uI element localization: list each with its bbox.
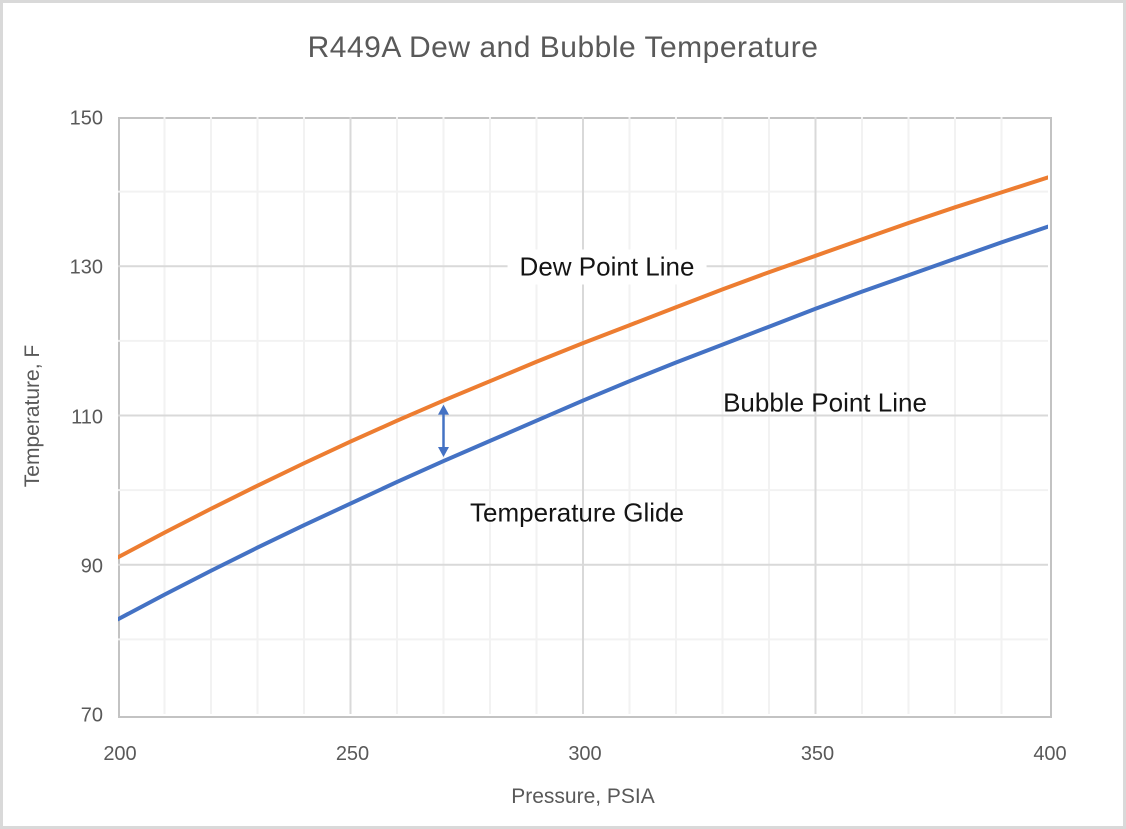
bubble-point-line xyxy=(118,224,1048,622)
chart-title: R449A Dew and Bubble Temperature xyxy=(307,31,819,64)
dew-point-line xyxy=(118,175,1048,560)
x-tick-label: 200 xyxy=(103,743,137,765)
y-tick-label: 150 xyxy=(69,107,103,130)
y-tick-label: 110 xyxy=(71,406,103,428)
plot-svg xyxy=(118,117,1048,714)
x-tick-label: 250 xyxy=(335,743,370,765)
y-axis-title: Temperature, F xyxy=(21,344,44,488)
bubble-point-line-label: Bubble Point Line xyxy=(723,387,927,418)
glide-arrow-head-up xyxy=(438,404,449,415)
y-tick-label: 90 xyxy=(80,555,103,578)
y-tick-label: 130 xyxy=(69,256,103,279)
dew-point-line-label: Dew Point Line xyxy=(507,249,707,285)
plot-area-border xyxy=(118,117,1052,718)
temperature-glide-label: Temperature Glide xyxy=(470,497,684,528)
y-tick-label: 70 xyxy=(80,704,103,727)
x-tick-label: 300 xyxy=(568,743,602,765)
x-tick-label: 400 xyxy=(1033,743,1067,765)
x-tick-label: 350 xyxy=(800,743,835,765)
glide-arrow-head-down xyxy=(438,447,449,458)
